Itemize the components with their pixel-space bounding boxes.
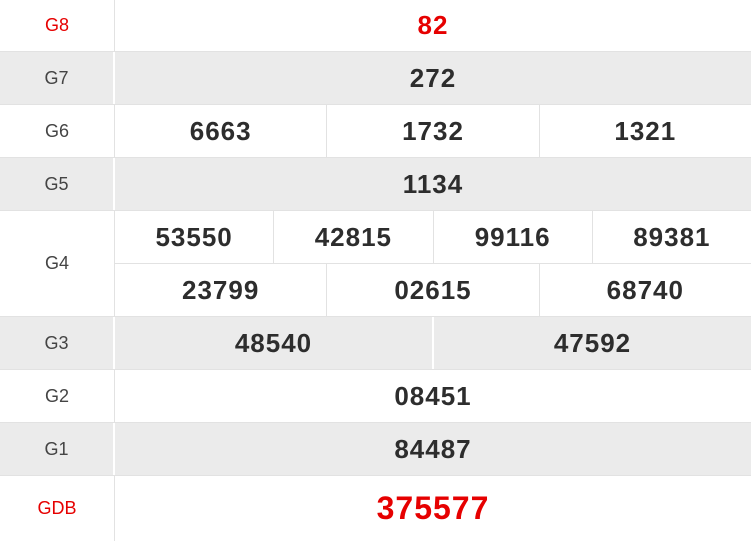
prize-cells-g8: 82 bbox=[115, 0, 751, 51]
prize-row-g6: G6 6663 1732 1321 bbox=[0, 105, 751, 158]
prize-value-g4-4: 89381 bbox=[591, 211, 751, 263]
prize-cells-g2: 08451 bbox=[115, 370, 751, 422]
prize-label-g4: G4 bbox=[0, 211, 115, 316]
prize-cells-gdb: 375577 bbox=[115, 476, 751, 541]
prize-value-g2: 08451 bbox=[394, 380, 472, 411]
prize-row-g5: G5 1134 bbox=[0, 158, 751, 211]
prize-cells-g7: 272 bbox=[115, 52, 751, 104]
prize-value-g1: 84487 bbox=[394, 433, 472, 464]
prize-value-gdb: 375577 bbox=[376, 490, 490, 526]
prize-cells-g6: 6663 1732 1321 bbox=[115, 105, 751, 157]
prize-value-g4-6: 02615 bbox=[326, 264, 538, 316]
prize-subrow-g4-2: 23799 02615 68740 bbox=[115, 264, 751, 316]
prize-value-g7: 272 bbox=[409, 62, 457, 93]
prize-value-g4-2: 42815 bbox=[273, 211, 432, 263]
prize-label-g3: G3 bbox=[0, 317, 115, 369]
prize-row-g8: G8 82 bbox=[0, 0, 751, 52]
prize-value-g6-2: 1732 bbox=[326, 105, 538, 157]
prize-row-g2: G2 08451 bbox=[0, 370, 751, 423]
prize-label-g8: G8 bbox=[0, 0, 115, 51]
prize-label-g2: G2 bbox=[0, 370, 115, 422]
prize-cells-g3: 48540 47592 bbox=[115, 317, 751, 369]
prize-row-g3: G3 48540 47592 bbox=[0, 317, 751, 370]
prize-value-g4-7: 68740 bbox=[538, 264, 751, 316]
prize-value-g4-3: 99116 bbox=[432, 211, 592, 263]
prize-row-g4: G4 53550 42815 99116 89381 23799 02615 6… bbox=[0, 211, 751, 317]
prize-label-g7: G7 bbox=[0, 52, 115, 104]
prize-label-g5: G5 bbox=[0, 158, 115, 210]
prize-row-g7: G7 272 bbox=[0, 52, 751, 105]
prize-label-gdb: GDB bbox=[0, 476, 115, 541]
prize-value-g6-3: 1321 bbox=[538, 105, 751, 157]
prize-row-g1: G1 84487 bbox=[0, 423, 751, 476]
prize-value-g5: 1134 bbox=[402, 168, 464, 199]
prize-value-g4-5: 23799 bbox=[182, 274, 260, 305]
prize-value-g6-1: 6663 bbox=[189, 115, 252, 146]
prize-label-g6: G6 bbox=[0, 105, 115, 157]
prize-cells-g4: 53550 42815 99116 89381 23799 02615 6874… bbox=[115, 211, 751, 316]
prize-value-g3-2: 47592 bbox=[432, 317, 751, 369]
prize-cells-g1: 84487 bbox=[115, 423, 751, 475]
prize-label-g1: G1 bbox=[0, 423, 115, 475]
prize-subrow-g4-1: 53550 42815 99116 89381 bbox=[115, 211, 751, 264]
prize-value-g3-1: 48540 bbox=[234, 327, 313, 358]
prize-row-gdb: GDB 375577 bbox=[0, 476, 751, 541]
prize-cells-g5: 1134 bbox=[115, 158, 751, 210]
prize-value-g4-1: 53550 bbox=[155, 221, 233, 252]
prize-value-g8: 82 bbox=[417, 10, 449, 40]
